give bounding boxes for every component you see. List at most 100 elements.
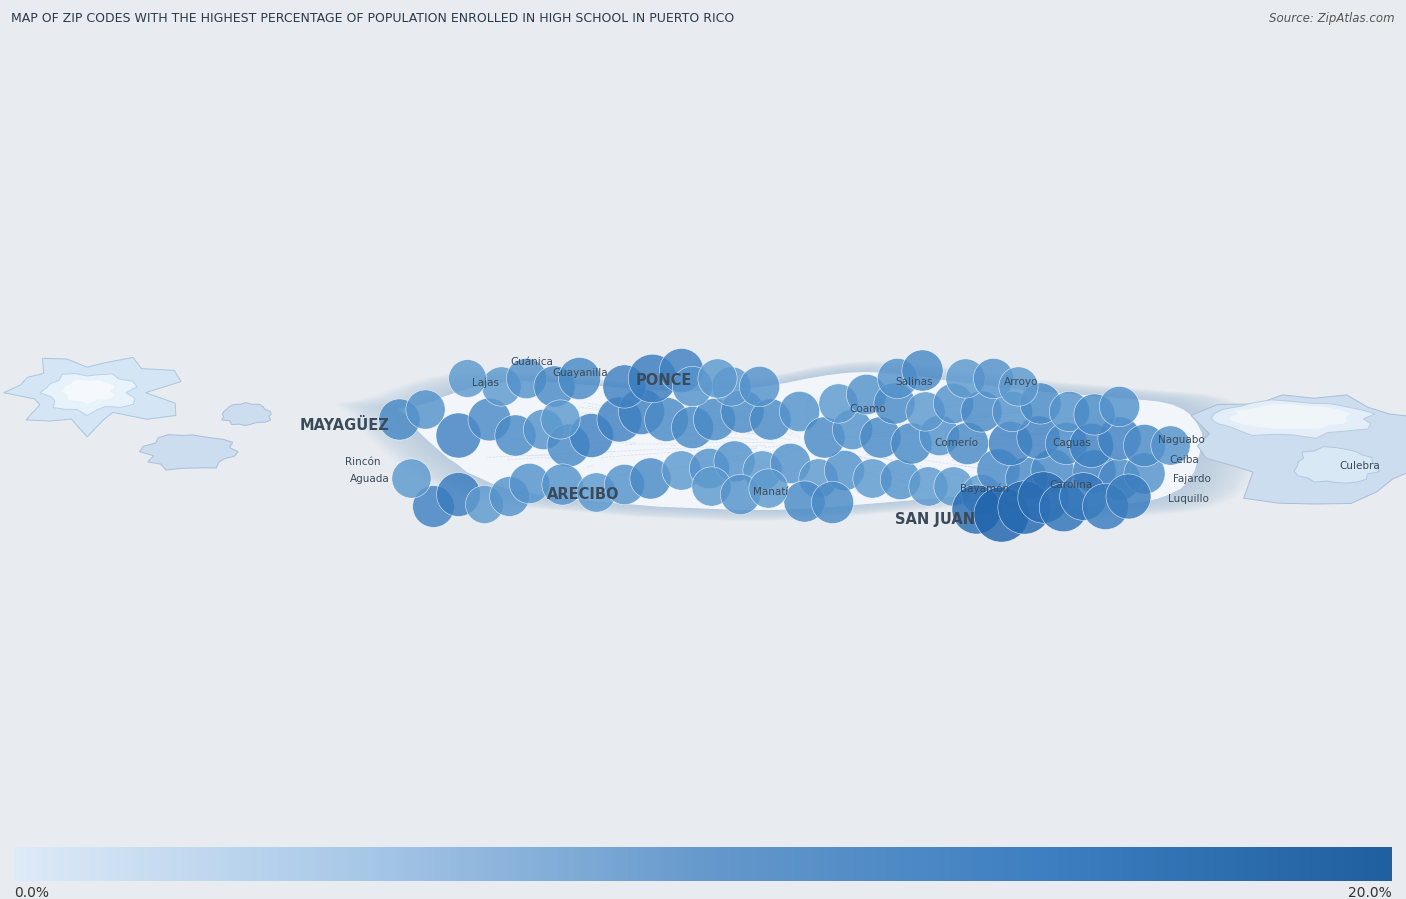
Polygon shape [1211,400,1375,439]
Point [1040,462,1063,476]
Text: ARECIBO: ARECIBO [547,487,620,503]
Point [681,379,703,394]
Point [630,404,652,418]
Point [1012,500,1035,514]
Polygon shape [352,364,1246,518]
Point [970,487,993,502]
Point [886,370,908,385]
Text: Fajardo: Fajardo [1174,474,1211,484]
Point [669,362,692,377]
Text: 0.0%: 0.0% [14,886,49,899]
Text: Culebra: Culebra [1340,461,1379,471]
Point [956,436,979,450]
Point [557,438,579,452]
Point [869,430,891,444]
Point [1052,500,1074,514]
Point [917,479,939,494]
Point [889,472,911,486]
Point [413,402,436,416]
Point [706,370,728,385]
Polygon shape [354,364,1244,518]
Polygon shape [335,360,1263,521]
Point [579,428,602,442]
Point [613,379,636,394]
Point [981,370,1004,385]
Point [531,422,554,436]
Polygon shape [1229,404,1351,429]
Text: Source: ZipAtlas.com: Source: ZipAtlas.com [1270,13,1395,25]
Point [551,477,574,492]
Text: Salinas: Salinas [896,377,932,387]
Text: SAN JUAN: SAN JUAN [896,512,974,527]
Text: Caguas: Caguas [1052,439,1091,449]
Point [787,404,810,418]
Point [1094,498,1116,512]
Point [388,412,411,426]
Point [965,502,987,516]
Point [1026,430,1049,444]
Polygon shape [1294,447,1379,483]
Point [1032,490,1054,504]
Text: Lajas: Lajas [471,378,499,387]
Point [1133,438,1156,452]
Point [832,462,855,476]
Point [756,480,779,494]
Polygon shape [139,435,238,470]
Point [1054,436,1077,450]
Text: Comerío: Comerío [934,439,979,449]
Point [498,488,520,503]
Point [700,479,723,494]
Point [990,506,1012,521]
Point [543,379,565,394]
Text: Aguada: Aguada [350,474,389,484]
Point [422,498,444,512]
Text: 20.0%: 20.0% [1348,886,1392,899]
Polygon shape [391,370,1208,512]
Point [472,497,495,512]
Point [928,428,950,442]
Point [681,420,703,434]
Polygon shape [377,368,1223,513]
Point [641,370,664,385]
Polygon shape [337,361,1261,521]
Point [607,412,630,426]
Text: Manatí: Manatí [752,487,789,497]
Polygon shape [381,369,1218,513]
Point [1083,464,1105,478]
Point [911,362,934,377]
Polygon shape [344,362,1254,519]
Point [900,436,922,450]
Polygon shape [350,363,1249,518]
Point [987,462,1010,476]
Polygon shape [374,368,1225,514]
Text: Arroyo: Arroyo [1004,377,1038,387]
Polygon shape [41,374,136,415]
Point [1083,406,1105,421]
Text: Carolina: Carolina [1050,480,1092,490]
Point [447,487,470,502]
Polygon shape [357,365,1241,517]
Polygon shape [342,362,1256,520]
Point [517,476,540,490]
Point [720,379,742,394]
Polygon shape [364,366,1234,516]
Text: Guayanilla: Guayanilla [553,368,609,378]
Point [748,379,770,394]
Polygon shape [394,371,1206,511]
Point [1133,466,1156,480]
Point [655,412,678,426]
Point [953,370,976,385]
Point [807,470,830,485]
Point [827,396,849,410]
Polygon shape [347,363,1251,519]
Point [1071,488,1094,503]
Point [1080,438,1102,452]
Text: Coamo: Coamo [849,404,886,414]
Point [914,404,936,418]
Point [942,396,965,410]
Point [1007,379,1029,394]
Text: Bayamón: Bayamón [960,484,1008,494]
Text: Luquillo: Luquillo [1167,494,1209,504]
Text: PONCE: PONCE [636,373,692,387]
Point [723,454,745,468]
